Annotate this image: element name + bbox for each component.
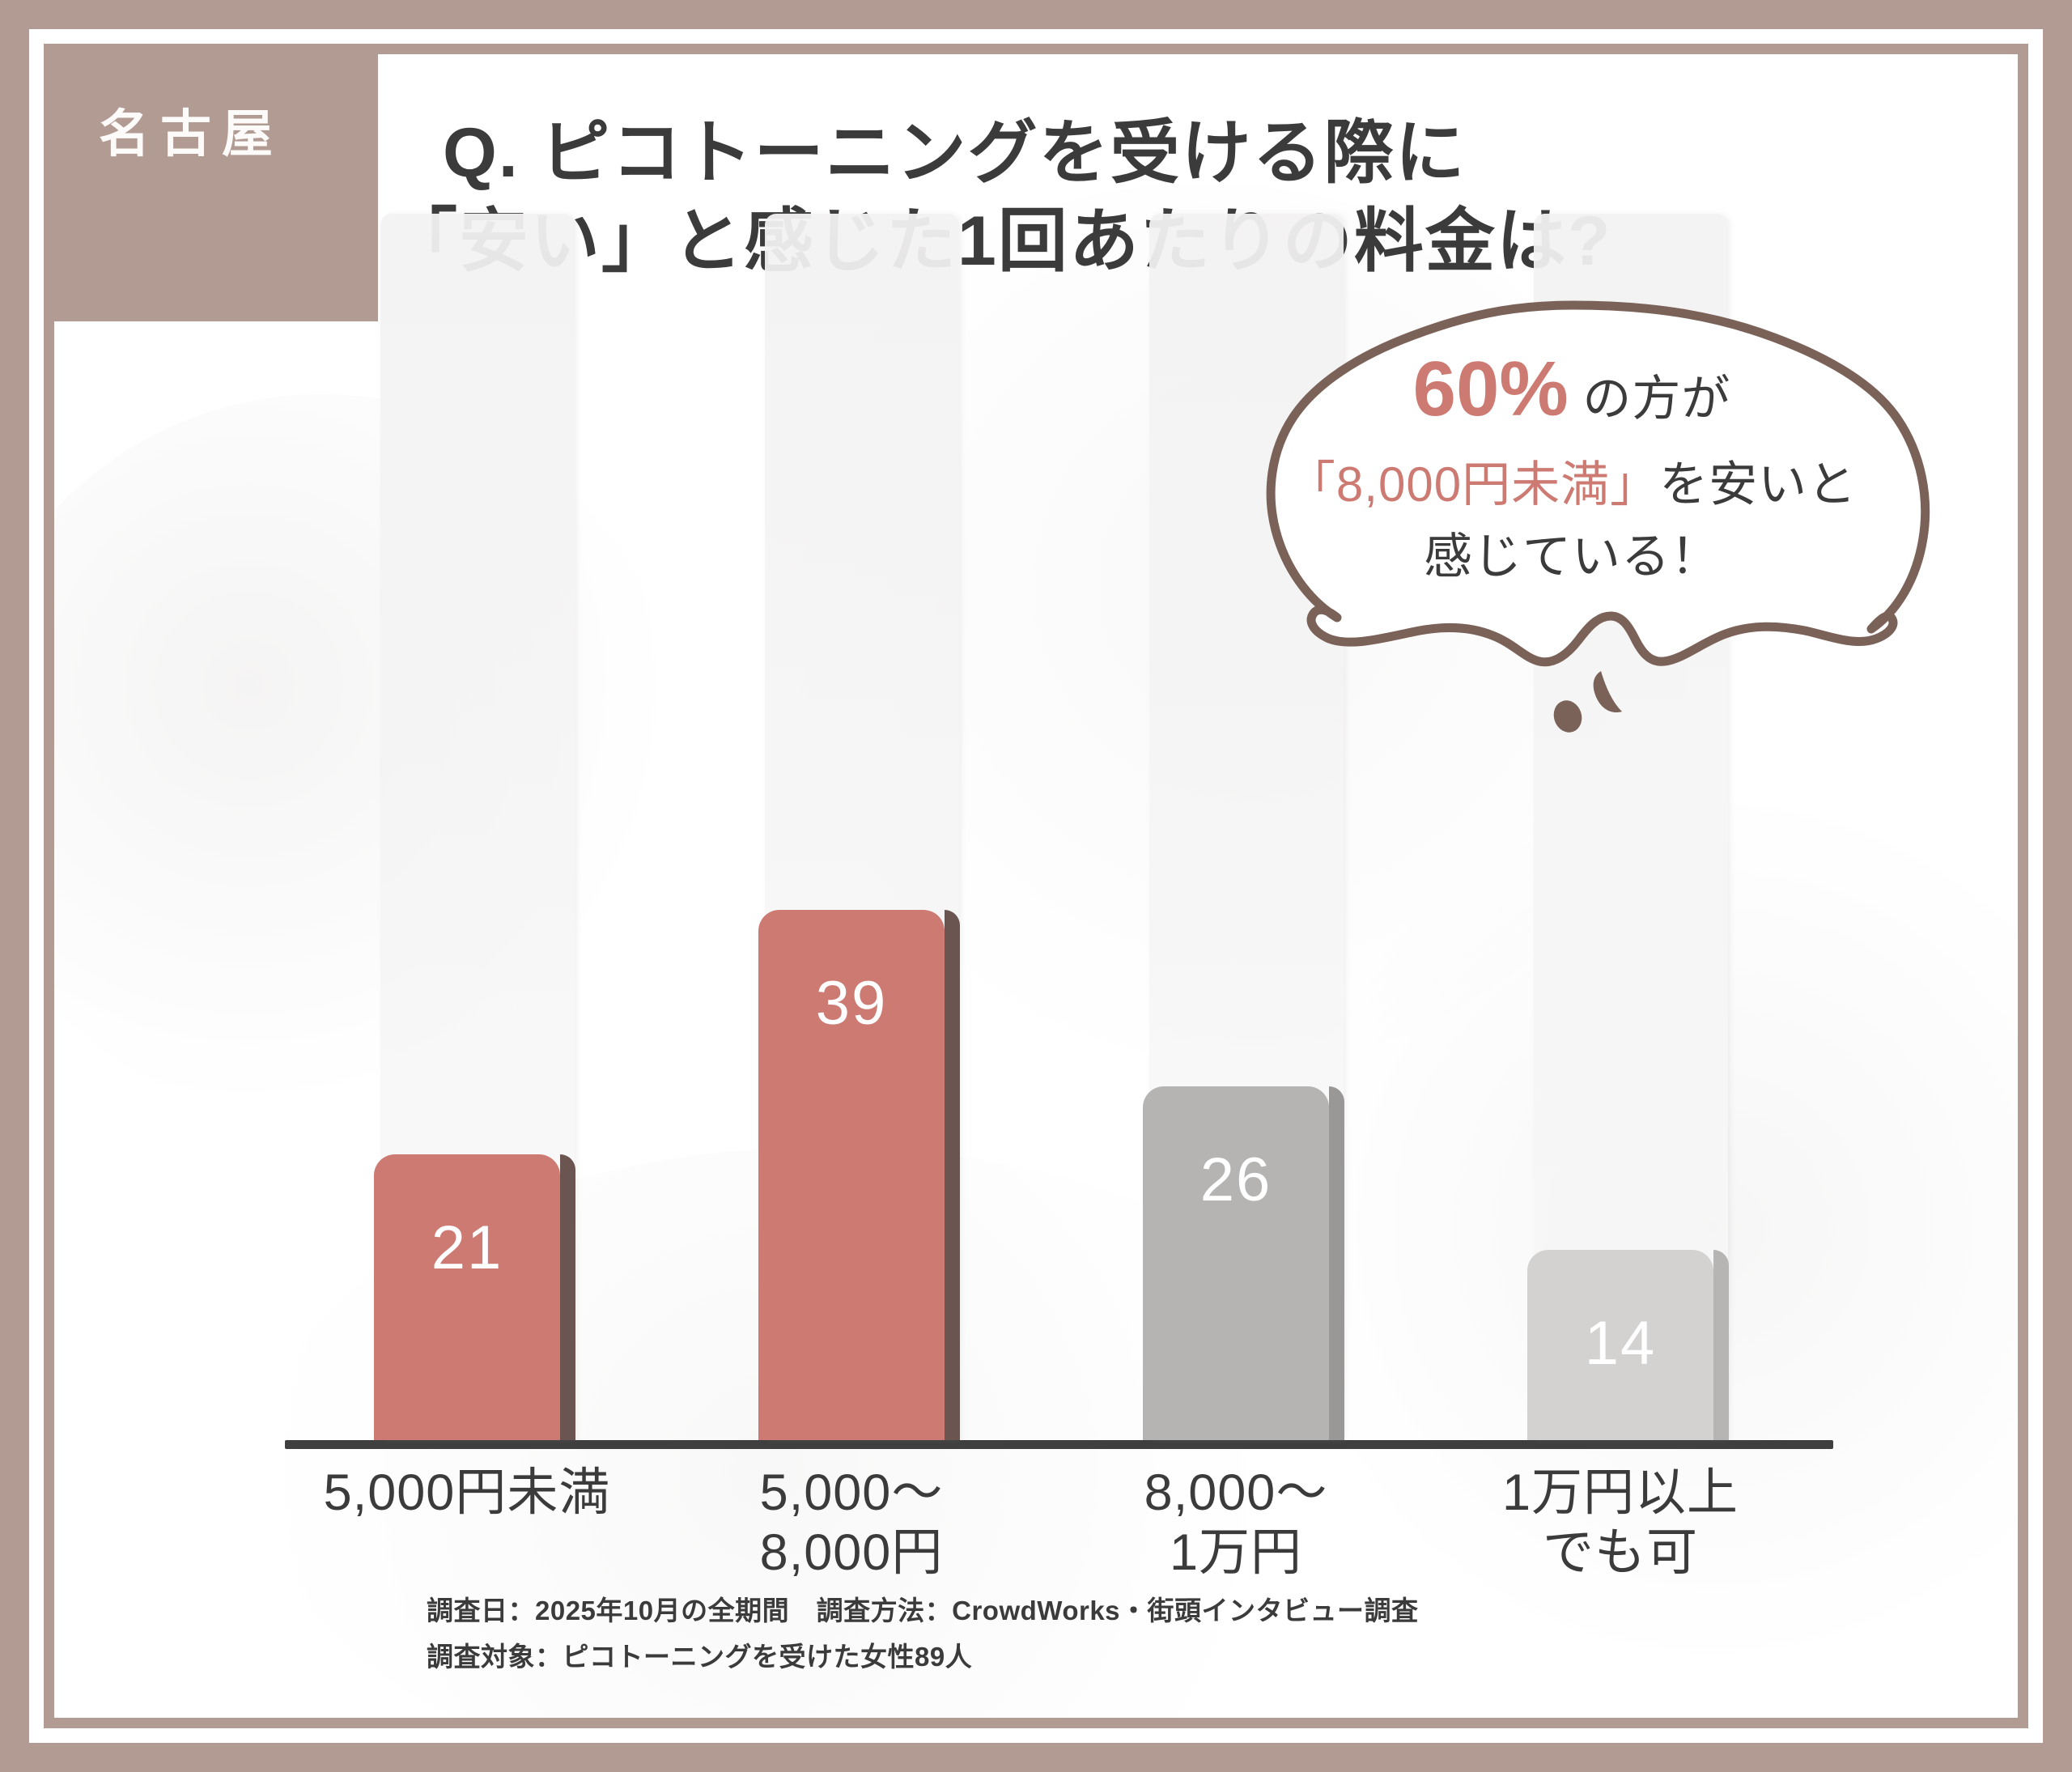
- bar-value-label: 26: [1199, 1145, 1272, 1214]
- bar-column[interactable]: 14: [1527, 1250, 1731, 1440]
- callout-line-2-rest: を安いと: [1659, 457, 1858, 512]
- footnote-line-1: 調査日：2025年10月の全期間 調査方法：CrowdWorks・街頭インタビュ…: [427, 1596, 1419, 1625]
- callout-line-1: 60% の方が: [1208, 338, 1936, 441]
- bar-column[interactable]: 39: [758, 910, 962, 1440]
- callout-bubble: 60% の方が 「8,000円未満」を安いと 感じている！: [1208, 299, 1936, 733]
- callout-highlight: 「8,000円未満」: [1286, 457, 1660, 512]
- chart-x-axis-line: [285, 1440, 1833, 1449]
- bar-column[interactable]: 26: [1143, 1086, 1347, 1440]
- category-label: 1万円以上 でも可: [1501, 1464, 1739, 1582]
- footnote: 調査日：2025年10月の全期間 調査方法：CrowdWorks・街頭インタビュ…: [427, 1588, 1802, 1681]
- bar[interactable]: 14: [1527, 1250, 1729, 1440]
- bar-column[interactable]: 21: [374, 1154, 578, 1440]
- bar-value-label: 14: [1584, 1309, 1657, 1378]
- title-line-2: 「安い」と感じた1回あたりの料金は?: [388, 202, 1612, 281]
- bar-value-label: 39: [815, 969, 888, 1038]
- callout-bubble-shape: [1266, 300, 1930, 733]
- frame-inner-line: [44, 44, 2028, 1728]
- title-line-1: Q. ピコトーニングを受ける際に: [443, 114, 1467, 192]
- callout-percent: 60%: [1412, 346, 1569, 432]
- bar-value-label: 21: [431, 1213, 503, 1282]
- category-label: 5,000円未満: [323, 1464, 611, 1521]
- callout-line-1-rest: の方が: [1568, 372, 1731, 426]
- poster-stage: 名古屋 Q. ピコトーニングを受ける際に 「安い」と感じた1回あたりの料金は? …: [54, 54, 2018, 1718]
- category-label: 8,000〜 1万円: [1144, 1464, 1328, 1582]
- category-label: 5,000〜 8,000円: [759, 1464, 944, 1582]
- callout-line-2: 「8,000円未満」を安いと: [1208, 453, 1936, 517]
- badge-label: 名古屋: [99, 106, 283, 163]
- callout-line-3: 感じている！: [1424, 529, 1720, 584]
- footnote-line-2: 調査対象：ピコトーニングを受けた女性89人: [427, 1641, 973, 1672]
- callout-text: 60% の方が 「8,000円未満」を安いと 感じている！: [1208, 338, 1936, 589]
- bar[interactable]: 39: [758, 910, 960, 1440]
- page-title: Q. ピコトーニングを受ける際に 「安い」と感じた1回あたりの料金は?: [297, 109, 1989, 286]
- bar[interactable]: 26: [1143, 1086, 1344, 1440]
- bar[interactable]: 21: [374, 1154, 575, 1440]
